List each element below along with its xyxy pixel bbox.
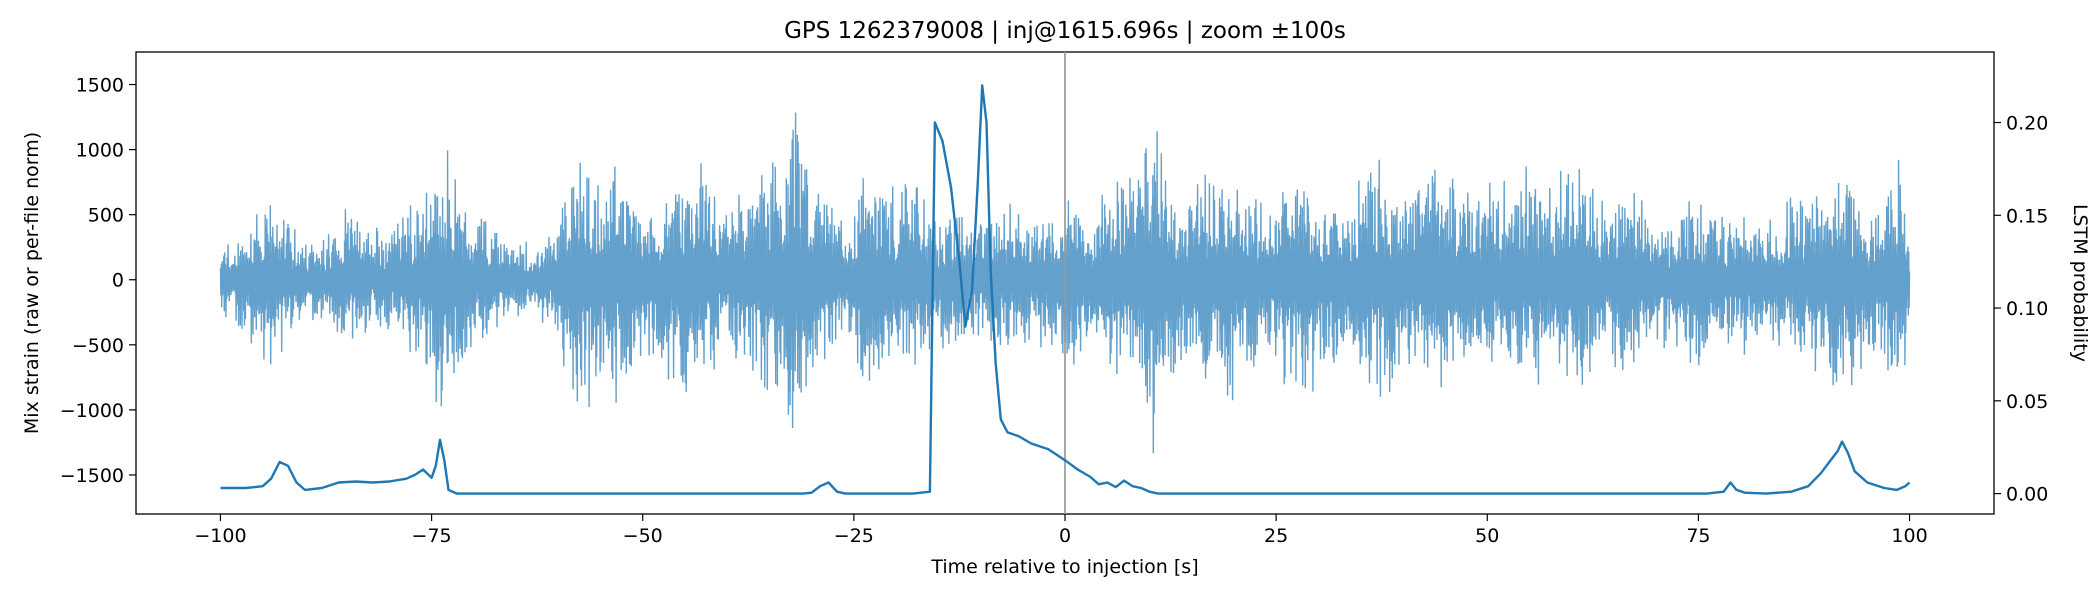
x-tick-label: −75 [412,525,452,547]
left-y-tick-label: 1000 [76,140,124,162]
x-tick-label: 25 [1264,525,1288,547]
x-tick-label: −100 [194,525,246,547]
x-axis-ticks: −100 −75 −50 −25 0 25 50 75 100 [194,514,1928,547]
x-tick-label: 0 [1059,525,1071,547]
left-y-tick-label: −1000 [60,400,124,422]
right-y-tick-label: 0.15 [2006,205,2048,227]
left-y-tick-label: 0 [112,270,124,292]
right-y-axis-label: LSTM probability [2069,204,2091,362]
left-y-tick-label: 500 [88,205,124,227]
left-y-tick-label: −500 [72,335,124,357]
right-y-tick-label: 0.20 [2006,113,2048,135]
left-y-axis-label: Mix strain (raw or per-file norm) [21,132,43,434]
x-tick-label: 50 [1475,525,1499,547]
x-tick-label: 75 [1686,525,1710,547]
left-y-axis-ticks: 1500 1000 500 0 −500 −1000 −1500 [60,75,136,487]
right-y-axis-ticks: 0.20 0.15 0.10 0.05 0.00 [1994,113,2048,506]
chart-title: GPS 1262379008 | inj@1615.696s | zoom ±1… [784,18,1346,44]
left-y-tick-label: 1500 [76,75,124,97]
right-y-tick-label: 0.05 [2006,391,2048,413]
x-tick-label: 100 [1891,525,1927,547]
x-axis-label: Time relative to injection [s] [930,556,1198,578]
right-y-tick-label: 0.00 [2006,484,2048,506]
x-tick-label: −25 [834,525,874,547]
x-tick-label: −50 [623,525,663,547]
lstm-probability-series [220,84,1911,495]
right-y-tick-label: 0.10 [2006,298,2048,320]
left-y-tick-label: −1500 [60,465,124,487]
probability-line [220,84,1911,495]
